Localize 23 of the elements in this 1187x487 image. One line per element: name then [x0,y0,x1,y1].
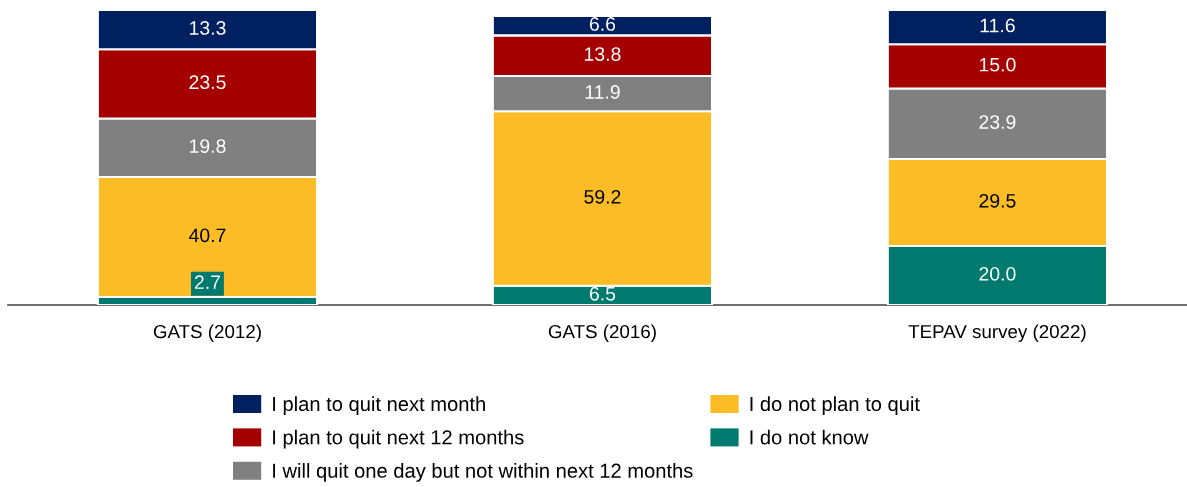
data-label: 23.9 [979,115,1016,129]
data-label: 19.8 [190,139,226,153]
x-tick-label: GATS (2012) [153,324,261,342]
data-label: 13.8 [585,47,621,61]
x-tick-label: TEPAV survey (2022) [908,324,1086,342]
data-label: 2.7 [194,275,220,289]
legend-label: I plan to quit next month [273,396,485,416]
data-label: 11.6 [980,18,1015,33]
data-label: 13.3 [190,21,226,35]
data-label: 23.5 [189,75,226,90]
data-label: 59.2 [584,189,621,204]
data-label: 6.5 [589,286,616,301]
x-tick-label: GATS (2016) [548,324,656,342]
legend-label: I will quit one day but not within next 12 months [273,463,693,482]
data-label: 15.0 [979,57,1016,72]
data-label: 11.9 [585,85,620,99]
legend-label: I do not plan to quit [750,396,920,416]
legend-label: I do not know [750,429,869,445]
legend-label: I plan to quit next 12 months [273,429,524,449]
data-label: 29.5 [979,193,1016,208]
data-label: 20.0 [979,266,1016,281]
data-label: 40.7 [188,228,226,243]
data-label: 6.6 [589,17,616,31]
